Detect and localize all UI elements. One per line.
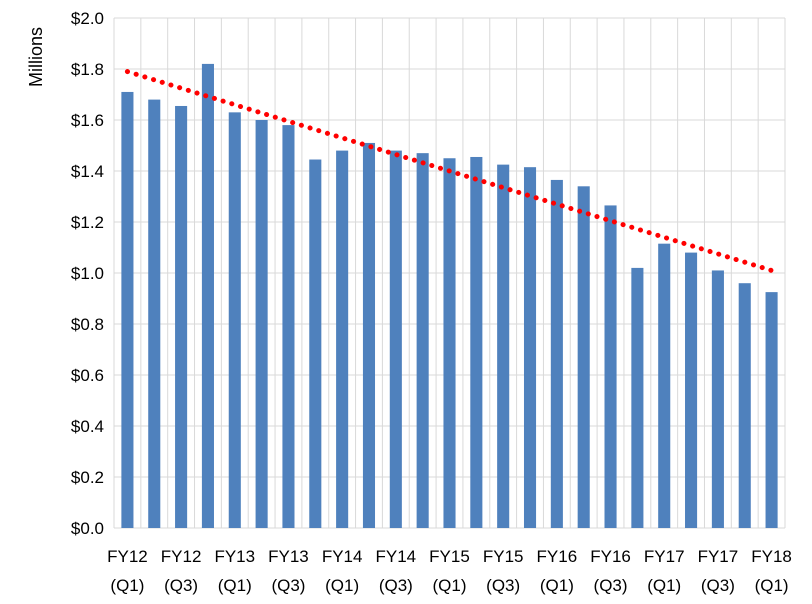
x-tick-label-year: FY15 <box>483 547 524 566</box>
x-tick-label-quarter: (Q1) <box>540 576 574 595</box>
bar-series <box>121 63 778 529</box>
bar <box>550 179 563 529</box>
x-tick-label-quarter: (Q3) <box>594 576 628 595</box>
trendline <box>124 69 775 273</box>
y-tick-label: $1.0 <box>71 264 104 283</box>
bar <box>577 186 590 529</box>
x-tick-label-year: FY12 <box>107 547 148 566</box>
x-tick-label-quarter: (Q1) <box>110 576 144 595</box>
y-tick-label: $1.6 <box>71 111 104 130</box>
y-tick-label: $0.4 <box>71 417 104 436</box>
y-tick-label: $2.0 <box>71 9 104 28</box>
x-tick-label-year: FY13 <box>268 547 309 566</box>
x-tick-label-year: FY18 <box>751 547 792 566</box>
x-tick-label-year: FY16 <box>537 547 578 566</box>
gridlines <box>113 17 786 529</box>
bar <box>711 270 724 528</box>
x-tick-label-quarter: (Q3) <box>701 576 735 595</box>
bar <box>738 283 751 528</box>
x-tick-label-quarter: (Q1) <box>218 576 252 595</box>
x-tick-label-year: FY16 <box>590 547 631 566</box>
bar <box>658 243 671 529</box>
x-tick-label-year: FY17 <box>698 547 739 566</box>
x-tick-label-quarter: (Q3) <box>271 576 305 595</box>
bar <box>121 91 134 528</box>
x-tick-label-year: FY17 <box>644 547 685 566</box>
bar <box>389 150 402 528</box>
bar <box>604 205 617 529</box>
y-tick-label: $0.2 <box>71 468 104 487</box>
bar <box>416 153 429 528</box>
y-tick-label: $0.6 <box>71 366 104 385</box>
bar <box>201 63 214 529</box>
bar <box>497 164 510 528</box>
x-tick-label-quarter: (Q1) <box>325 576 359 595</box>
bar <box>255 120 268 528</box>
y-tick-label: $0.0 <box>71 519 104 538</box>
y-tick-label: $1.8 <box>71 60 104 79</box>
y-axis-label: Millions <box>26 27 46 87</box>
x-tick-label-year: FY12 <box>161 547 202 566</box>
bar <box>523 167 537 529</box>
y-tick-label: $0.8 <box>71 315 104 334</box>
x-tick-label-quarter: (Q1) <box>647 576 681 595</box>
bar <box>631 267 644 528</box>
x-tick-label-quarter: (Q3) <box>486 576 520 595</box>
y-tick-label: $1.2 <box>71 213 104 232</box>
trendline-group <box>124 69 775 273</box>
y-tick-label: $1.4 <box>71 162 104 181</box>
bar <box>443 158 456 528</box>
x-tick-label-year: FY14 <box>322 547 363 566</box>
bar <box>336 150 349 528</box>
x-tick-label-year: FY15 <box>429 547 470 566</box>
bar <box>470 156 483 528</box>
bar <box>362 142 376 528</box>
bar <box>685 252 698 528</box>
x-tick-label-quarter: (Q3) <box>379 576 413 595</box>
x-tick-label-quarter: (Q3) <box>164 576 198 595</box>
bar <box>148 99 161 528</box>
x-tick-label-quarter: (Q1) <box>755 576 789 595</box>
bar <box>282 125 295 528</box>
bar <box>175 105 188 528</box>
x-tick-label-year: FY14 <box>375 547 416 566</box>
x-axis-ticks: FY12 (Q1) FY12 (Q3) FY13 (Q1) FY13 (Q3) FY14 (Q1)… <box>107 547 792 595</box>
x-tick-label-year: FY13 <box>214 547 255 566</box>
bar <box>228 112 241 528</box>
bar <box>765 292 778 528</box>
y-axis-ticks: $0.0 $0.2 $0.4 $0.6 $0.8 $1.0 $1.2 $1.4 $1.6 $1.8… <box>71 9 104 538</box>
x-tick-label-quarter: (Q1) <box>433 576 467 595</box>
bar <box>309 159 322 528</box>
